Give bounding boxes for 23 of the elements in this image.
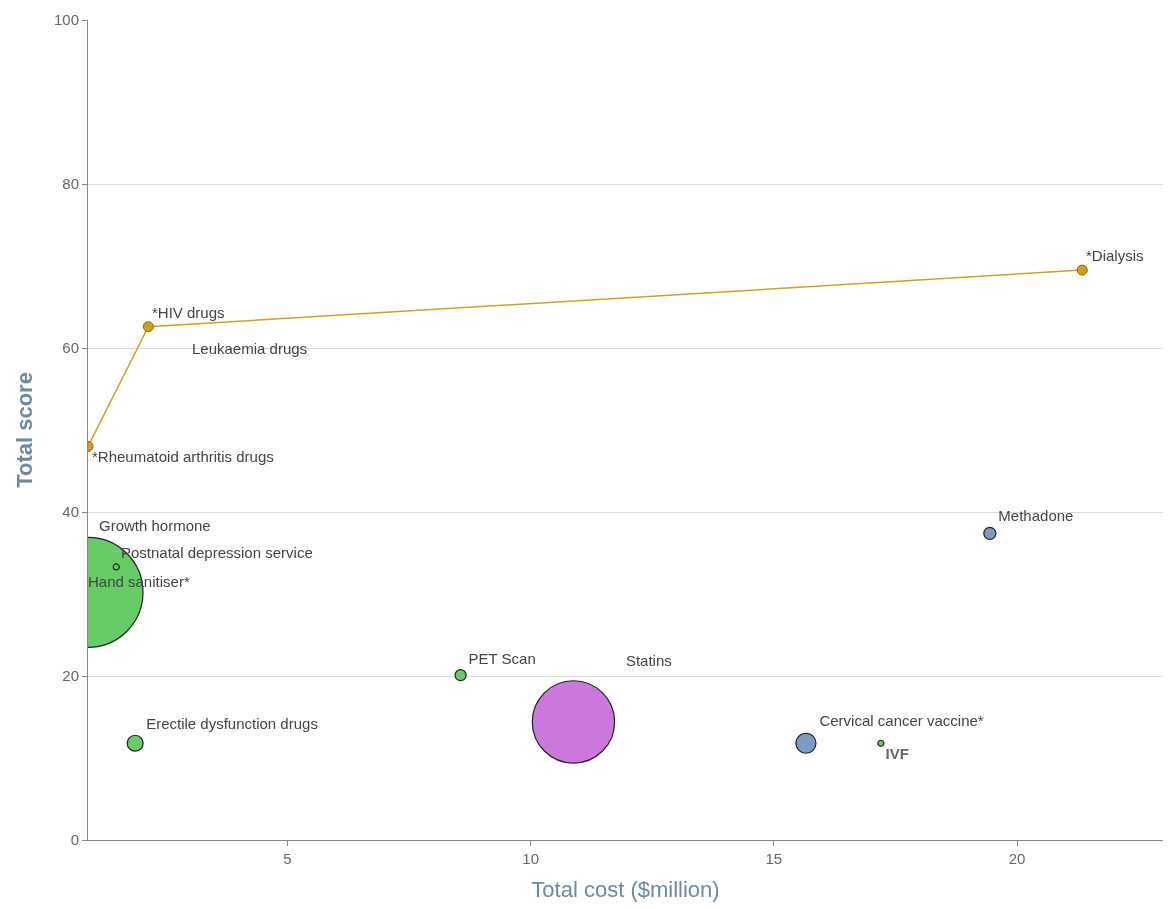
x-tick-label: 20 — [1008, 850, 1026, 867]
series-label: Erectile dysfunction drugs — [146, 714, 318, 732]
y-tick-label: 80 — [62, 175, 79, 193]
y-tick-label: 100 — [53, 11, 79, 29]
y-tick-label: 0 — [70, 831, 79, 849]
x-axis-title: Total cost ($million) — [531, 876, 720, 902]
y-tick-label: 20 — [62, 667, 79, 685]
y-axis-title: Total score — [11, 372, 37, 488]
series-label: PET Scan — [468, 649, 536, 667]
annotation: *Dialysis — [1086, 247, 1144, 264]
text: Statins — [625, 651, 672, 669]
x-tick-label: 5 — [283, 850, 292, 867]
series-label: IVF — [885, 745, 909, 763]
annotation: *HIV drugs — [152, 304, 225, 321]
x-tick-label: 10 — [522, 850, 539, 867]
series-label: Methadone — [998, 507, 1074, 525]
y-tick-label: 40 — [62, 503, 79, 521]
annotation: Leukaemia drugs — [192, 340, 308, 357]
annotation: *Rheumatoid arthritis drugs — [92, 448, 274, 465]
x-tick-label: 15 — [765, 850, 783, 867]
y-tick-label: 60 — [62, 339, 79, 357]
annotation: Growth hormone — [99, 517, 211, 534]
series-label: Cervical cancer vaccine* — [819, 712, 984, 729]
